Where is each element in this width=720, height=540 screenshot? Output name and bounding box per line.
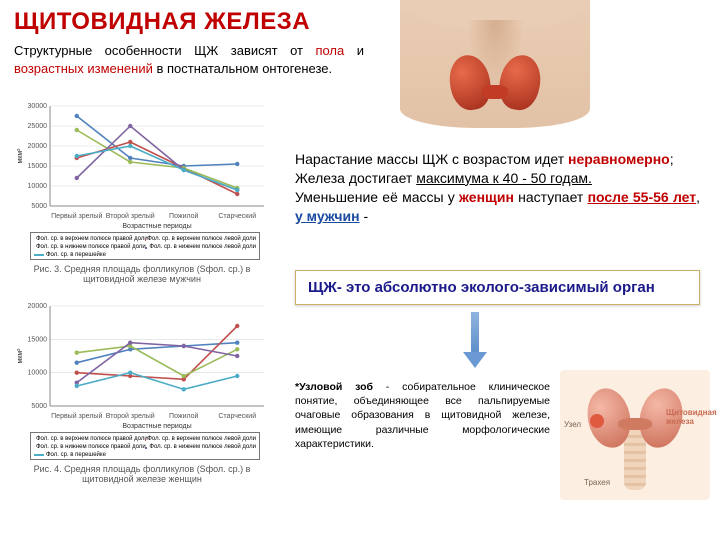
arrow-down-icon (465, 312, 485, 368)
svg-text:Старческий: Старческий (218, 212, 256, 220)
svg-text:Пожилой: Пожилой (169, 412, 198, 420)
svg-text:25000: 25000 (28, 123, 48, 130)
page-title: ЩИТОВИДНАЯ ЖЕЛЕЗА (14, 8, 310, 36)
svg-text:10000: 10000 (28, 370, 48, 377)
thyroid-diagram: Узел Трахея Щитовидная железа (560, 370, 710, 500)
chart-2-legend: Фол. ср. в верхнем полюсе правой долиФол… (30, 432, 260, 460)
chart-1-legend: Фол. ср. в верхнем полюсе правой долиФол… (30, 232, 260, 260)
legend-item: Фол. ср. в верхнем полюсе левой доли (145, 436, 256, 444)
svg-text:30000: 30000 (28, 103, 48, 110)
svg-text:Пожилой: Пожилой (169, 212, 198, 220)
body-text: Нарастание массы ЩЖ с возрастом идет нер… (295, 150, 700, 226)
legend-item: Фол. ср. в нижнем полюсе левой доли (145, 244, 256, 252)
callout-box: ЩЖ- это абсолютно эколого-зависимый орга… (295, 270, 700, 305)
legend-item: Фол. ср. в верхнем полюсе правой доли (34, 436, 145, 444)
label-trachea: Трахея (584, 478, 610, 487)
svg-text:Возрастные периоды: Возрастные периоды (122, 223, 191, 230)
svg-text:Второй зрелый: Второй зрелый (106, 412, 155, 420)
chart-1-caption: Рис. 3. Средняя площадь фолликулов (Sфол… (12, 264, 272, 284)
svg-text:5000: 5000 (31, 203, 47, 210)
legend-item: Фол. ср. в перешейке (34, 252, 145, 260)
svg-text:мкм²: мкм² (17, 348, 24, 364)
svg-text:20000: 20000 (28, 143, 48, 150)
svg-text:10000: 10000 (28, 183, 48, 190)
legend-item: Фол. ср. в нижнем полюсе правой доли (34, 244, 145, 252)
svg-text:15000: 15000 (28, 336, 48, 343)
footnote: *Узловой зоб - собирательное клиническое… (295, 380, 550, 451)
svg-text:Старческий: Старческий (218, 412, 256, 420)
label-gland: Щитовидная железа (666, 408, 710, 426)
chart-2: 5000 10000 15000 20000 Первый зрелый Второй з… (12, 300, 272, 430)
neck-anatomy-image (400, 0, 590, 128)
label-uzel: Узел (564, 420, 581, 429)
svg-text:20000: 20000 (28, 303, 48, 310)
chart-1: 5000 10000 15000 20000 25000 30000 Первый зрел… (12, 100, 272, 230)
svg-text:15000: 15000 (28, 163, 48, 170)
legend-item: Фол. ср. в нижнем полюсе левой доли (145, 444, 256, 452)
svg-text:мкм²: мкм² (17, 148, 24, 164)
thyroid-icon (450, 55, 540, 110)
legend-item: Фол. ср. в верхнем полюсе правой доли (34, 236, 145, 244)
legend-item: Фол. ср. в верхнем полюсе левой доли (145, 236, 256, 244)
svg-text:Возрастные периоды: Возрастные периоды (122, 423, 191, 430)
intro-text: Структурные особенности ЩЖ зависят от по… (14, 42, 364, 77)
legend-item: Фол. ср. в перешейке (34, 452, 145, 460)
svg-text:Первый зрелый: Первый зрелый (51, 212, 102, 220)
svg-text:Второй зрелый: Второй зрелый (106, 212, 155, 220)
chart-2-caption: Рис. 4. Средняя площадь фолликулов (Sфол… (12, 464, 272, 484)
legend-item: Фол. ср. в нижнем полюсе правой доли (34, 444, 145, 452)
svg-text:Первый зрелый: Первый зрелый (51, 412, 102, 420)
svg-text:5000: 5000 (31, 403, 47, 410)
